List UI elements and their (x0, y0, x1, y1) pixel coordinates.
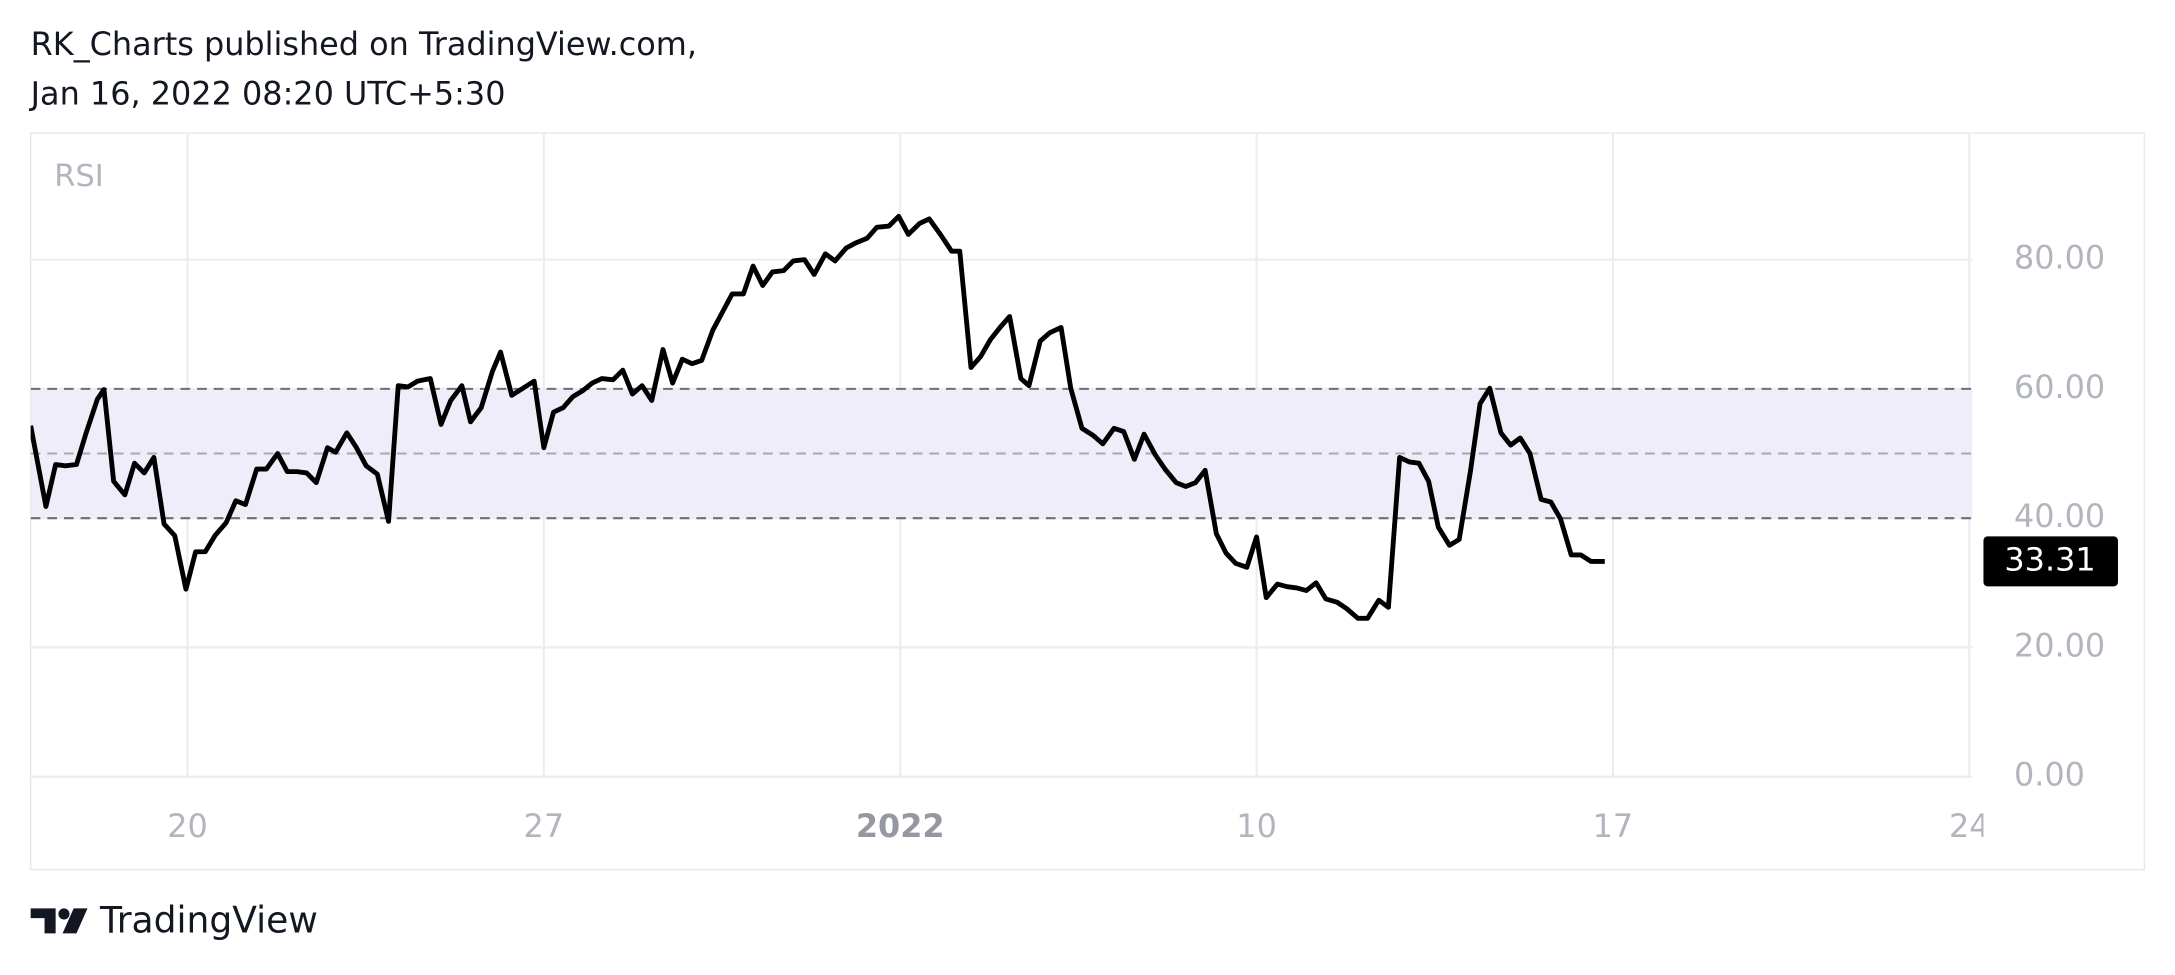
logo-slash (62, 908, 88, 934)
x-tick-label: 2022 (856, 807, 945, 845)
last-value-label: 33.31 (2004, 540, 2095, 578)
pane-label: RSI (54, 159, 104, 194)
x-axis: 20 27 2022 10 17 24 (167, 807, 1990, 845)
last-value-box (1983, 536, 2118, 587)
brand: TradingView (99, 899, 318, 941)
y-axis: 0.00 20.00 40.00 60.00 80.00 33.31 (1983, 239, 2118, 794)
x-tick-label: 20 (167, 807, 208, 845)
y-tick-label: 60.00 (2014, 368, 2105, 406)
logo (30, 908, 88, 934)
x-tick-label: 17 (1593, 807, 1634, 845)
date-line: Jan 16, 2022 08:20 UTC+5:30 (29, 75, 506, 113)
rsi-line (30, 213, 1605, 621)
logo-dot (58, 908, 70, 920)
logo-mark (30, 908, 56, 934)
plot (30, 213, 1973, 621)
x-tick-label: 24 (1949, 807, 1990, 845)
y-tick-label: 80.00 (2014, 239, 2105, 277)
publisher-line: RK_Charts published on TradingView.com, (31, 25, 697, 63)
y-tick-label: 0.00 (2014, 756, 2085, 794)
x-tick-label: 10 (1236, 807, 1277, 845)
x-tick-label: 27 (524, 807, 565, 845)
y-tick-label: 20.00 (2014, 626, 2105, 664)
y-tick-label: 40.00 (2014, 497, 2105, 535)
